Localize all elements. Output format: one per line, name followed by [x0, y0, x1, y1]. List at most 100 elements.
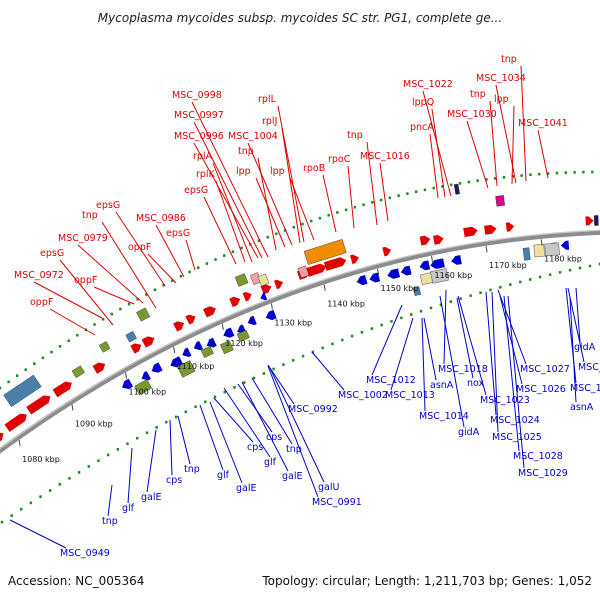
gc-dot [538, 172, 541, 176]
leader-line-reverse [456, 297, 474, 379]
tick-mark [221, 323, 224, 330]
gc-dot [479, 291, 482, 295]
gc-dot [529, 173, 532, 177]
forward-gene-arrow [323, 257, 347, 271]
gc-dot [419, 309, 423, 313]
leader-line-forward [489, 100, 498, 187]
gene-label-reverse: MSC_0992 [288, 404, 338, 415]
leader-line-forward [59, 259, 114, 326]
leader-line-reverse [269, 367, 325, 483]
gc-dot [282, 363, 285, 366]
gene-label-reverse: MSC_1037 [570, 383, 600, 394]
feature-box [544, 242, 560, 257]
gene-label-forward: lpp [270, 166, 285, 177]
feature-box [593, 215, 599, 226]
leader-line-reverse [251, 377, 293, 445]
gc-dot [243, 381, 246, 384]
gene-label-forward: oppF [74, 275, 97, 286]
gene-label-reverse: galE [236, 483, 257, 494]
gc-dot [155, 426, 158, 429]
gc-dot [429, 306, 433, 310]
gc-dot [106, 453, 110, 457]
leader-line-forward [193, 142, 259, 259]
feature-box [533, 243, 546, 258]
gc-dot [499, 285, 502, 289]
gc-dot [58, 483, 61, 486]
tick-label: 1090 kbp [75, 420, 113, 429]
gc-dot [371, 201, 374, 204]
leader-line-reverse [223, 387, 271, 458]
leader-line-forward [322, 174, 337, 233]
gene-label-reverse: MSC_1026 [516, 384, 566, 395]
gc-dot [441, 185, 444, 188]
gc-dot [511, 175, 515, 178]
leader-line-reverse [499, 295, 523, 385]
gc-dot [101, 317, 105, 321]
genome-backbone [0, 229, 600, 454]
gc-dot [397, 194, 400, 197]
forward-gene-arrow [52, 381, 72, 398]
gene-label-forward: MSC_0986 [136, 213, 186, 224]
forward-gene-arrow [505, 222, 515, 232]
gc-dot [341, 338, 344, 342]
gc-dot [174, 415, 178, 419]
gc-dot [257, 239, 261, 242]
feature-box [522, 247, 531, 261]
gc-dot [350, 334, 354, 338]
gc-dot [520, 174, 523, 177]
gc-dot [598, 262, 600, 266]
gc-dot [171, 279, 174, 282]
gc-dot [252, 376, 256, 380]
gc-dot [439, 303, 443, 307]
gene-label-forward: rplK [196, 169, 216, 180]
gc-dot [555, 171, 559, 175]
gc-dot [292, 225, 295, 229]
leader-line-forward [422, 90, 452, 197]
gc-dot [310, 219, 313, 223]
gc-dot [548, 273, 552, 276]
gene-labels: oppFMSC_0972epsGoppFMSC_0979epsGtnpoppFM… [14, 54, 600, 559]
reverse-gene-arrow [182, 347, 192, 357]
tick-mark [18, 439, 21, 446]
gc-dot [136, 297, 139, 301]
leader-line-reverse [213, 397, 254, 443]
reverse-gene-arrow [206, 337, 217, 348]
gc-dot [233, 385, 236, 389]
gc-dot [7, 380, 10, 384]
gene-label-forward: MSC_0998 [172, 90, 222, 101]
leader-line-forward [185, 239, 196, 271]
gc-dot [165, 420, 168, 424]
gene-label-forward: MSC_1034 [476, 73, 526, 84]
leader-line-forward [147, 253, 177, 284]
gc-dot [509, 283, 512, 286]
tick-label: 1160 kbp [435, 271, 473, 280]
leader-line-forward [155, 224, 185, 278]
gc-dot [97, 459, 100, 462]
gene-label-forward: rplJ [262, 116, 277, 127]
gc-dot [145, 431, 149, 435]
gc-dot [110, 312, 113, 316]
feature-box [453, 183, 460, 195]
tick-label: 1120 kbp [225, 339, 263, 348]
leader-line-reverse [146, 429, 157, 493]
leader-line-reverse [569, 297, 577, 403]
forward-gene-arrow [92, 362, 106, 374]
leader-line-reverse [241, 381, 289, 472]
gc-dot [573, 171, 576, 174]
feature-box [303, 239, 347, 265]
forward-gene-arrow [185, 314, 196, 325]
gc-dot [564, 171, 567, 174]
reverse-gene-arrow [193, 340, 204, 351]
forward-gene-arrow [173, 321, 185, 332]
gene-label-reverse: galU [318, 482, 339, 493]
leader-line-reverse [421, 317, 426, 412]
gene-label-reverse: MSC_1039 [578, 362, 600, 373]
reverse-gene-arrow [419, 260, 431, 271]
leader-line-forward [115, 211, 166, 287]
gc-dot [39, 495, 42, 498]
gc-dot [519, 280, 522, 284]
tick-mark [485, 246, 488, 253]
gc-dot [459, 297, 462, 300]
forward-gene-arrow [585, 216, 594, 226]
gene-label-reverse: MSC_1002 [338, 390, 388, 401]
